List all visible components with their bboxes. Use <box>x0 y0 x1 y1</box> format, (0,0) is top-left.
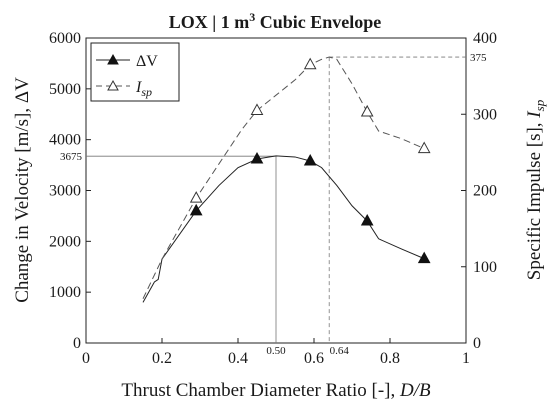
chart-title-rest: Cubic Envelope <box>255 12 381 32</box>
chart-title: LOX | 1 m3 Cubic Envelope <box>169 10 382 32</box>
y-right-tick-label: 300 <box>473 106 497 123</box>
y-right-axis-title-symbol: I <box>524 110 545 119</box>
y-right-tick-label: 0 <box>473 335 481 352</box>
y-right-axis-title-text: Specific Impulse [s], <box>524 118 545 281</box>
annotations: 0.50 0.64 3675 375 <box>60 52 487 357</box>
isp-data-point <box>417 141 431 154</box>
legend-dv-marker <box>107 53 119 65</box>
x-axis-title-text: Thrust Chamber Diameter Ratio [-], <box>121 380 400 401</box>
chart-title-main: LOX | 1 m <box>169 12 249 32</box>
legend-isp-label-symbol: I <box>135 79 142 96</box>
x-tick-label: 0 <box>82 350 90 367</box>
y-left-tick-label: 0 <box>73 335 81 352</box>
y-right-tick-label: 400 <box>473 30 497 47</box>
dv-data-point <box>417 251 431 264</box>
isp-data-point <box>360 104 374 117</box>
y-right-axis-title-subscript: sp <box>532 99 547 111</box>
chart-title-superscript: 3 <box>249 10 255 24</box>
legend-isp-label-subscript: sp <box>141 85 152 99</box>
dv-data-point <box>360 213 374 226</box>
x-tick-label: 0.2 <box>152 350 172 367</box>
y-left-tick-label: 5000 <box>49 81 81 98</box>
dv-data-point <box>189 203 203 216</box>
y-left-axis-title: Change in Velocity [m/s], ΔV <box>12 77 33 303</box>
x-axis-title-symbol: D/B <box>399 380 431 401</box>
y-right-mark-label: 375 <box>470 52 487 64</box>
y-left-tick-label: 3000 <box>49 183 81 200</box>
isp-data-point <box>189 191 203 203</box>
isp-data-point <box>250 103 264 115</box>
y-left-tick-label: 1000 <box>49 284 81 301</box>
dv-data-point <box>303 153 317 166</box>
legend: ΔV Isp <box>90 42 180 102</box>
y-left-tick-label: 6000 <box>49 30 81 47</box>
y-left-tick-label: 2000 <box>49 233 81 250</box>
isp-series-line <box>142 56 425 299</box>
x-axis-title: Thrust Chamber Diameter Ratio [-], D/B <box>121 380 431 401</box>
y-left-axis-ticks: 0 1000 2000 3000 4000 5000 6000 <box>49 30 91 352</box>
legend-isp-marker <box>107 79 119 91</box>
y-right-axis-title: Specific Impulse [s], Isp <box>524 99 547 280</box>
dv-data-point <box>250 151 264 164</box>
x-tick-label: 0.4 <box>228 350 248 367</box>
isp-data-point <box>303 57 317 70</box>
y-right-tick-label: 200 <box>473 183 497 200</box>
series-layer <box>142 56 431 303</box>
legend-box <box>90 42 180 102</box>
y-left-mark-label: 3675 <box>60 151 83 163</box>
x-tick-label: 1 <box>462 350 470 367</box>
x-axis-ticks: 0 0.2 0.4 0.6 0.8 1 <box>82 338 470 367</box>
legend-isp-label: Isp <box>135 79 152 99</box>
y-right-axis-ticks: 0 100 200 300 400 <box>461 30 497 352</box>
x-mark-label-isp-peak: 0.64 <box>330 345 350 357</box>
x-tick-label: 0.6 <box>304 350 324 367</box>
y-right-tick-label: 100 <box>473 259 497 276</box>
x-mark-label-dv-peak: 0.50 <box>266 345 286 357</box>
legend-dv-label: ΔV <box>136 53 158 70</box>
y-left-tick-label: 4000 <box>49 132 81 149</box>
dv-series-line <box>142 155 425 303</box>
x-tick-label: 0.8 <box>380 350 400 367</box>
